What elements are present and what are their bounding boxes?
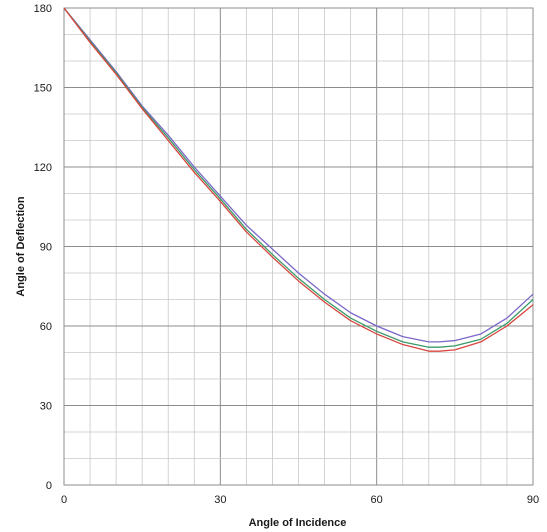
y-tick-label: 180 xyxy=(34,3,52,15)
tick-labels: 0 30 60 90 0 30 60 90 120 150 180 xyxy=(34,3,539,506)
x-axis-title: Angle of Incidence xyxy=(249,517,347,529)
y-tick-label: 120 xyxy=(34,162,52,174)
y-tick-label: 150 xyxy=(34,83,52,95)
axes xyxy=(63,7,534,486)
x-tick-label: 60 xyxy=(371,494,383,506)
x-tick-label: 90 xyxy=(527,494,539,506)
grid xyxy=(63,7,534,486)
series-lines xyxy=(63,7,534,352)
plot-area-border xyxy=(63,7,534,486)
y-tick-label: 0 xyxy=(46,480,52,492)
y-tick-label: 60 xyxy=(40,321,52,333)
x-tick-label: 30 xyxy=(214,494,226,506)
series-line-2 xyxy=(63,7,534,348)
series-line-3 xyxy=(63,7,534,352)
x-tick-label: 0 xyxy=(61,494,67,506)
series-line-1 xyxy=(63,7,534,343)
y-tick-label: 30 xyxy=(40,401,52,413)
y-axis-title: Angle of Deflection xyxy=(15,196,27,297)
y-tick-label: 90 xyxy=(40,242,52,254)
